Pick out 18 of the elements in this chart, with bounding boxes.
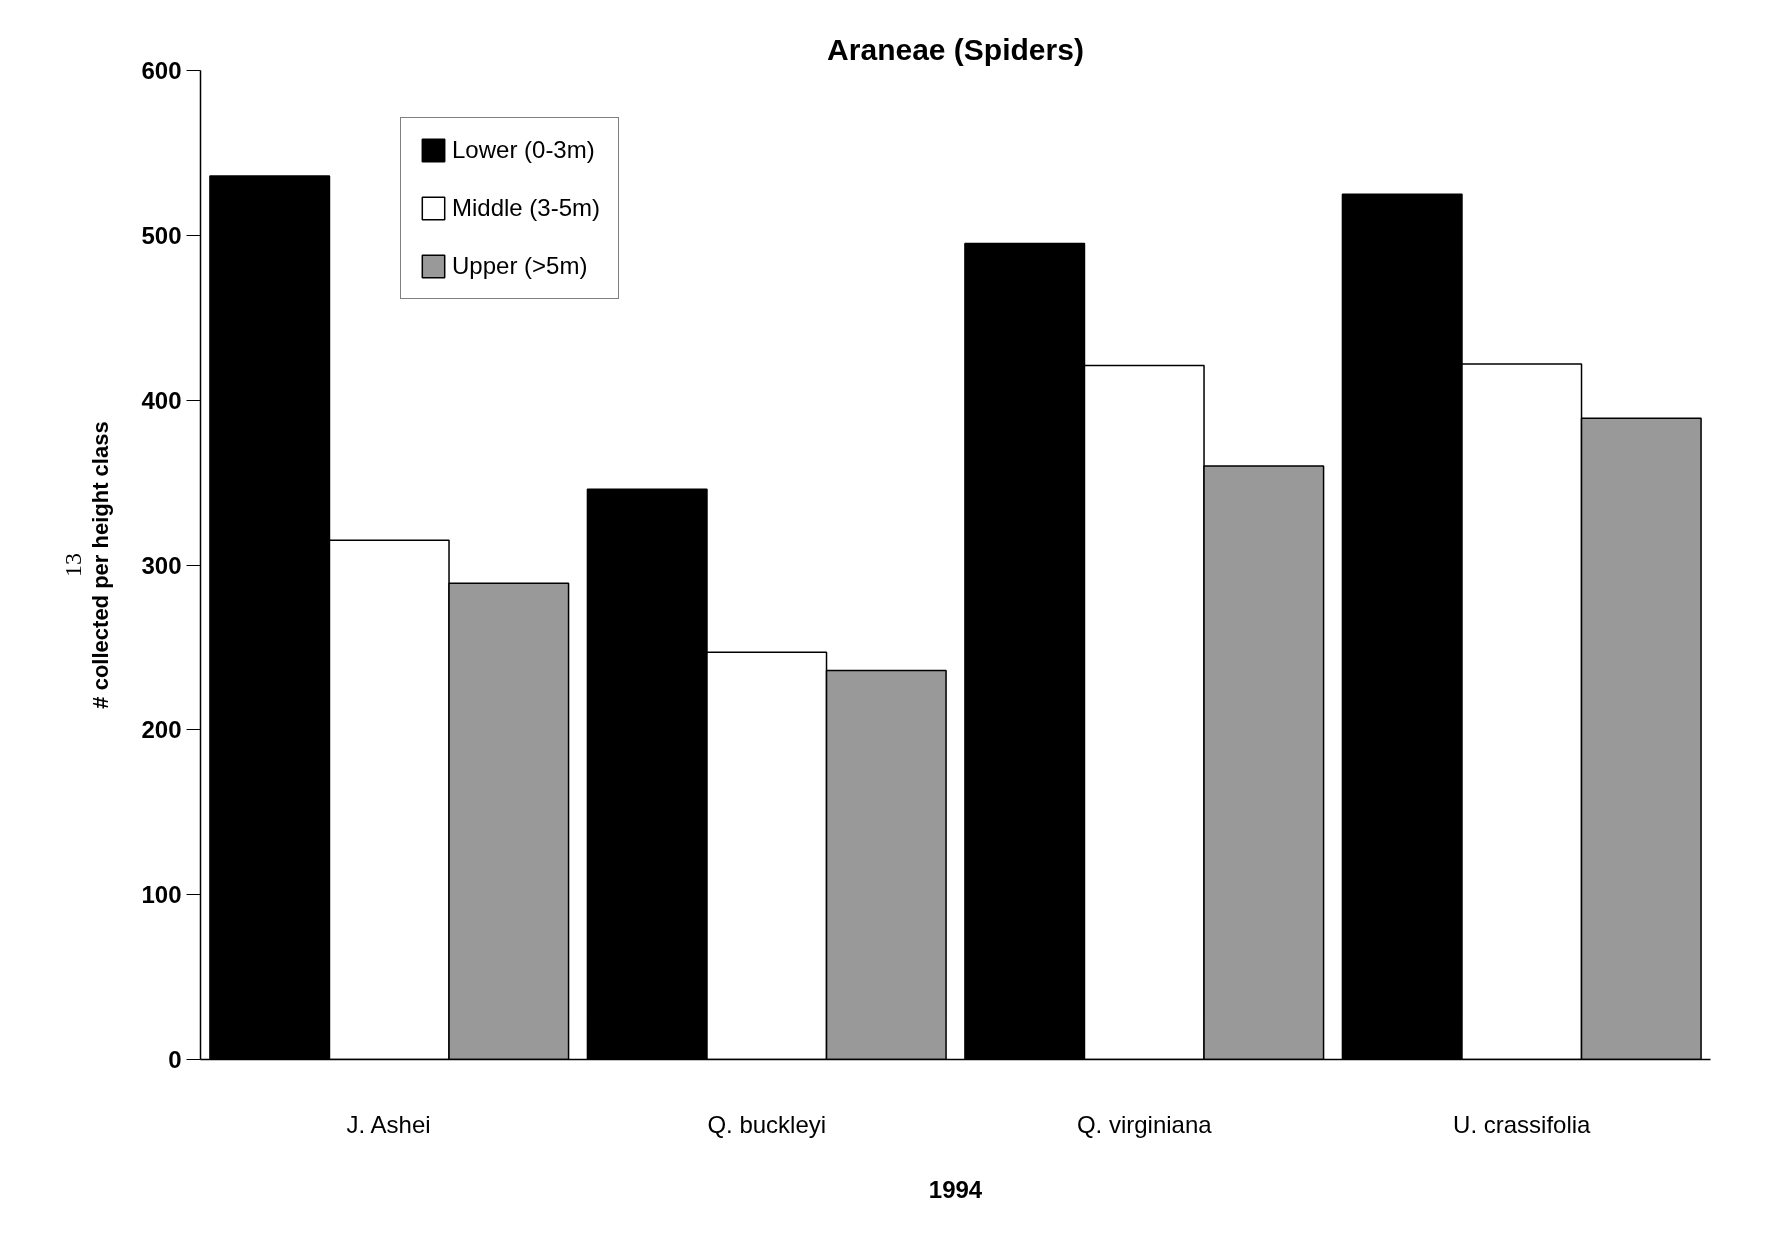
y-tick-label: 600 (141, 57, 182, 84)
legend-label: Middle (3-5m) (452, 194, 601, 222)
y-tick-label: 500 (141, 221, 182, 249)
x-tick-label: J. Ashei (346, 1110, 431, 1138)
legend-label: Lower (0-3m) (452, 136, 595, 164)
x-axis-title: 1994 (928, 1175, 983, 1203)
legend-label: Upper (>5m) (452, 252, 588, 280)
y-tick-label: 400 (141, 386, 182, 414)
y-tick-label: 300 (141, 551, 182, 579)
x-tick-label: Q. buckleyi (707, 1110, 827, 1138)
y-tick-label: 100 (141, 881, 182, 909)
y-tick-label: 0 (168, 1046, 182, 1073)
y-tick-label: 200 (141, 716, 182, 744)
x-tick-label: U. crassifolia (1453, 1110, 1592, 1138)
y-axis-title: # collected per height class (88, 421, 114, 709)
chart-title: Araneae (Spiders) (827, 32, 1084, 66)
x-tick-label: Q. virginiana (1076, 1110, 1213, 1138)
text: 13 (59, 553, 86, 577)
